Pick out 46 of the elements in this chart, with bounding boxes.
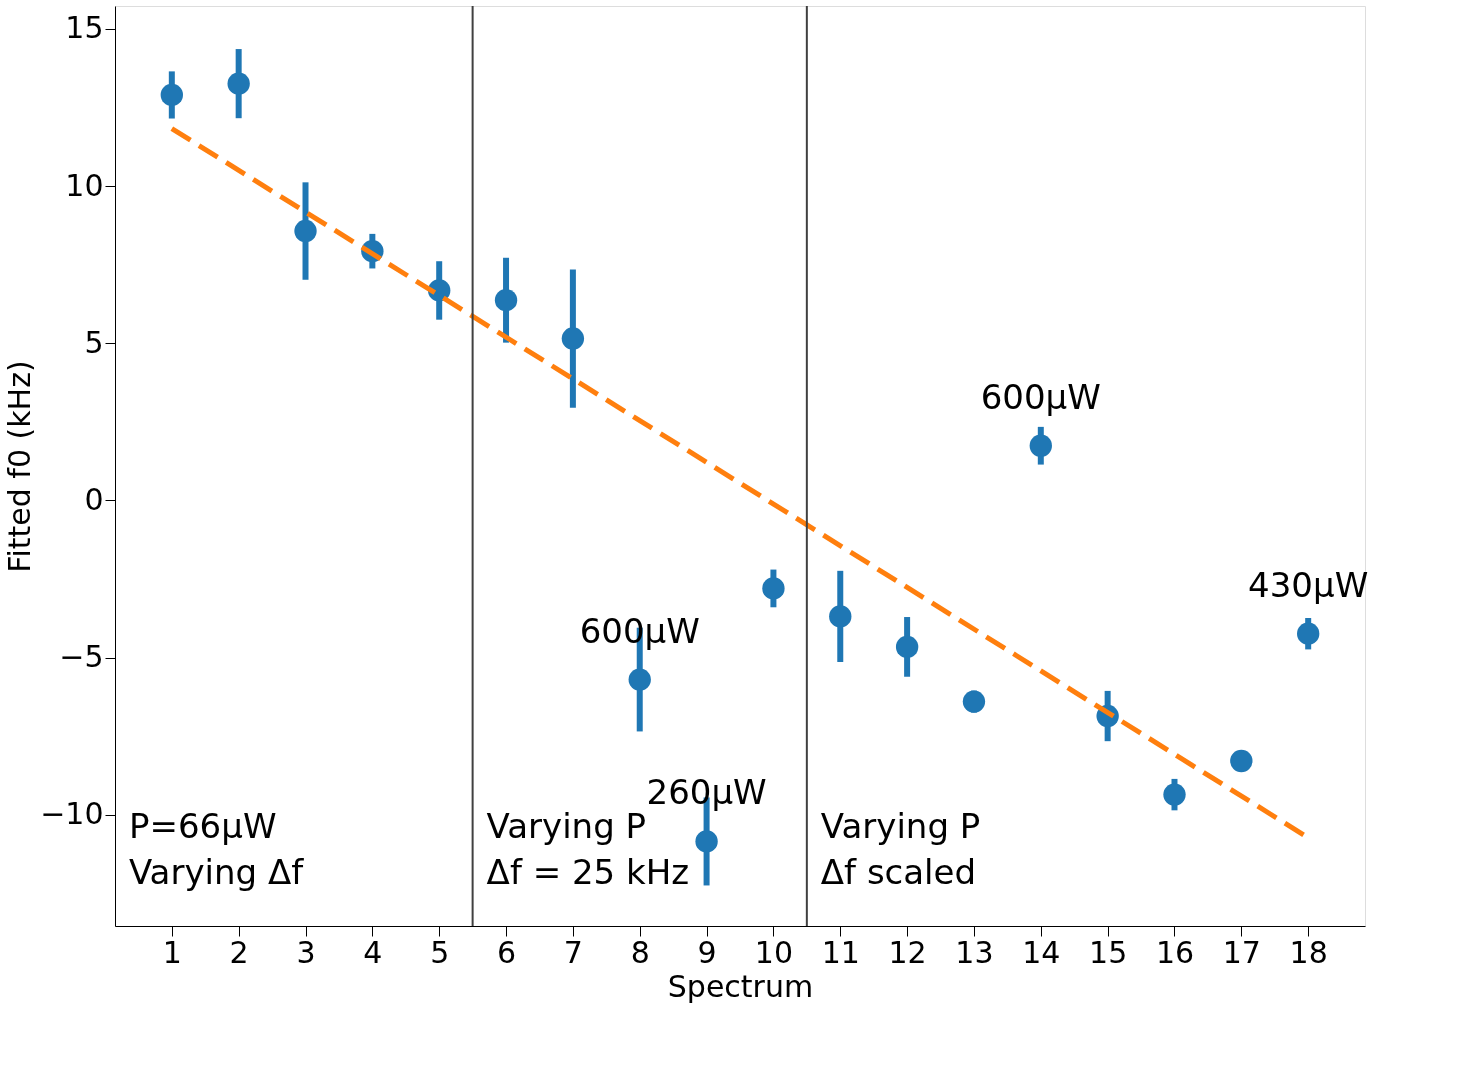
point xyxy=(1029,434,1052,457)
annotation: 430µW xyxy=(1248,564,1369,605)
x-tick-label: 14 xyxy=(1022,934,1061,970)
point xyxy=(628,668,651,691)
x-tick-label: 13 xyxy=(955,934,994,970)
x-tick-label: 15 xyxy=(1089,934,1128,970)
x-tick-label: 6 xyxy=(497,934,517,970)
point xyxy=(1230,749,1253,773)
x-tick-label: 12 xyxy=(888,934,927,970)
point xyxy=(294,219,317,243)
point xyxy=(1297,622,1320,645)
x-tick-label: 2 xyxy=(229,934,249,970)
y-tick-label: −5 xyxy=(59,639,104,675)
y-tick-label: −10 xyxy=(40,796,104,832)
annotation: 600µW xyxy=(579,610,700,651)
x-tick-label: 5 xyxy=(430,934,450,970)
point xyxy=(762,577,785,600)
x-tick-label: 16 xyxy=(1155,934,1195,970)
x-axis-title: Spectrum xyxy=(667,968,814,1004)
point xyxy=(227,72,250,95)
x-tick-label: 11 xyxy=(821,934,860,970)
x-tick-label: 17 xyxy=(1222,934,1261,970)
y-tick-label: 15 xyxy=(65,10,104,46)
x-tick-label: 8 xyxy=(630,934,650,970)
point xyxy=(895,635,919,659)
point xyxy=(695,830,718,853)
point xyxy=(1163,783,1186,806)
annotation: Varying P Δf scaled xyxy=(820,806,981,892)
x-tick-label: 3 xyxy=(296,934,316,970)
x-tick-label: 4 xyxy=(363,934,383,970)
point xyxy=(829,605,852,628)
annotation: 600µW xyxy=(980,376,1101,417)
y-tick-label: 10 xyxy=(65,167,104,203)
y-tick-label: 5 xyxy=(84,324,104,360)
x-tick-label: 1 xyxy=(162,934,182,970)
y-axis-title: Fitted f0 (kHz) xyxy=(2,360,38,573)
y-tick-label: 0 xyxy=(84,481,104,517)
point xyxy=(160,83,183,107)
x-tick-label: 18 xyxy=(1289,934,1328,970)
point xyxy=(962,690,986,713)
point xyxy=(494,289,518,312)
x-tick-label: 9 xyxy=(697,934,717,970)
x-tick-label: 10 xyxy=(754,934,794,970)
annotation: P=66µW Varying Δf xyxy=(129,806,305,892)
point xyxy=(561,327,585,350)
x-tick-label: 7 xyxy=(563,934,583,970)
